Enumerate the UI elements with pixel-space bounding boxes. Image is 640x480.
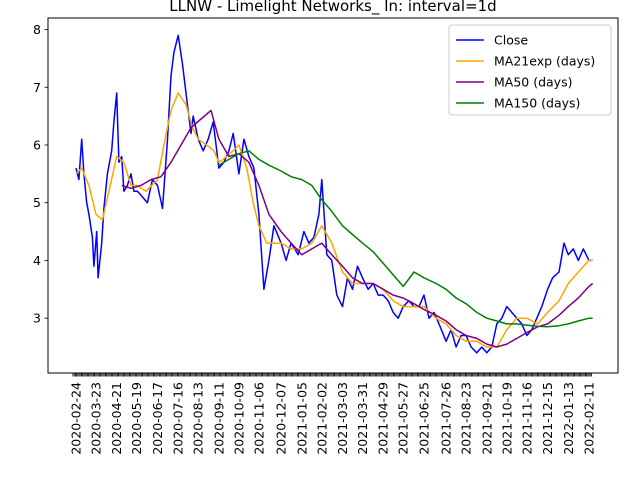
x-axis: 2020-02-24 2020-03-23 2020-04-21 2020-05-19… (69, 373, 597, 455)
x-tick-label: 2020-12-07 (274, 382, 289, 455)
x-tick-label: 2021-11-16 (519, 382, 534, 455)
x-tick-label: 2021-02-02 (314, 382, 329, 455)
x-tick-label: 2021-03-03 (335, 382, 350, 455)
x-tick-label: 2020-09-11 (211, 382, 226, 455)
x-tick-label: 2021-09-21 (479, 382, 494, 455)
x-tick-label: 2021-06-25 (416, 382, 431, 455)
x-tick-label: 2020-05-19 (129, 382, 144, 455)
x-tick-label: 2021-10-19 (499, 382, 514, 455)
x-tick-label: 2021-08-23 (459, 382, 474, 455)
y-tick-label: 7 (33, 80, 41, 95)
x-tick-label: 2020-06-17 (150, 382, 165, 455)
plot-area (75, 34, 594, 354)
x-tick-label: 2021-03-31 (355, 382, 370, 455)
legend-label-ma50: MA50 (days) (494, 75, 572, 90)
x-tick-label: 2020-04-21 (109, 382, 124, 455)
x-tick-label: 2022-01-13 (561, 382, 576, 455)
y-tick-label: 6 (33, 137, 41, 152)
x-tick-label: 2021-04-29 (376, 382, 391, 455)
x-tick-label: 2022-02-11 (582, 382, 597, 455)
legend-label-ma150: MA150 (days) (494, 96, 580, 111)
x-tick-label: 2021-12-15 (540, 382, 555, 455)
x-tick-label: 2021-05-27 (396, 382, 411, 455)
legend-label-close: Close (494, 33, 528, 48)
y-axis: 3 4 5 6 7 8 (33, 22, 48, 326)
legend-label-ma21exp: MA21exp (days) (494, 54, 595, 69)
y-tick-label: 3 (33, 311, 41, 326)
series-line-ma50-days (121, 109, 594, 348)
x-daily-tick-marks (72, 373, 592, 377)
legend: Close MA21exp (days) MA50 (days) MA150 (… (448, 24, 612, 116)
y-tick-label: 5 (33, 195, 41, 210)
series-line-ma150-days (218, 150, 593, 328)
y-tick-label: 4 (33, 253, 41, 268)
y-tick-label: 8 (33, 22, 41, 37)
chart-title: LLNW - Limelight Networks_ In: interval=… (169, 0, 496, 16)
x-tick-label: 2020-03-23 (89, 382, 104, 455)
x-tick-label: 2020-02-24 (69, 382, 84, 455)
x-tick-label: 2020-11-06 (251, 382, 266, 455)
x-tick-label: 2020-07-16 (171, 382, 186, 455)
x-tick-label: 2020-08-13 (191, 382, 206, 455)
legend-box (448, 24, 612, 116)
x-tick-label: 2020-10-09 (231, 382, 246, 455)
x-tick-label: 2021-07-26 (439, 382, 454, 455)
x-tick-label: 2021-01-05 (294, 382, 309, 455)
